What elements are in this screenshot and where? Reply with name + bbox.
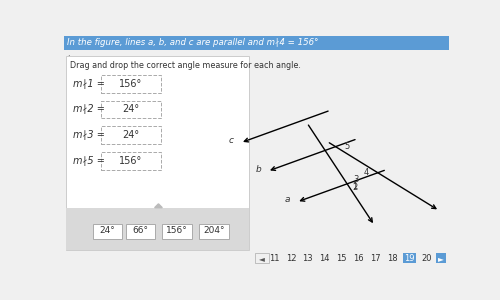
FancyBboxPatch shape bbox=[100, 75, 161, 93]
Polygon shape bbox=[154, 204, 162, 208]
Text: m∤5 =: m∤5 = bbox=[73, 156, 105, 166]
FancyBboxPatch shape bbox=[100, 101, 161, 119]
Text: .: . bbox=[67, 49, 70, 58]
FancyBboxPatch shape bbox=[64, 36, 449, 50]
FancyBboxPatch shape bbox=[66, 208, 250, 250]
FancyBboxPatch shape bbox=[254, 253, 268, 263]
Text: 13: 13 bbox=[302, 254, 313, 262]
Text: 156°: 156° bbox=[119, 79, 142, 89]
Text: 15: 15 bbox=[336, 254, 347, 262]
Text: 156°: 156° bbox=[119, 156, 142, 166]
Text: ◄: ◄ bbox=[258, 254, 264, 262]
FancyBboxPatch shape bbox=[126, 224, 156, 239]
FancyBboxPatch shape bbox=[436, 253, 446, 263]
Text: a: a bbox=[285, 195, 290, 204]
Text: 12: 12 bbox=[286, 254, 296, 262]
Text: Drag and drop the correct angle measure for each angle.: Drag and drop the correct angle measure … bbox=[70, 61, 301, 70]
Text: 156°: 156° bbox=[166, 226, 188, 235]
Text: 14: 14 bbox=[320, 254, 330, 262]
FancyBboxPatch shape bbox=[100, 152, 161, 170]
Text: 18: 18 bbox=[387, 254, 398, 262]
Text: 2: 2 bbox=[353, 183, 358, 192]
Text: m∤1 =: m∤1 = bbox=[73, 79, 105, 89]
Text: 24°: 24° bbox=[122, 104, 140, 114]
Text: 16: 16 bbox=[354, 254, 364, 262]
Text: In the figure, lines a, b, and c are parallel and m∤4 = 156°: In the figure, lines a, b, and c are par… bbox=[67, 38, 318, 47]
Text: c: c bbox=[229, 136, 234, 145]
Text: 5: 5 bbox=[344, 142, 350, 151]
FancyBboxPatch shape bbox=[66, 56, 250, 250]
Text: 11: 11 bbox=[268, 254, 279, 262]
FancyBboxPatch shape bbox=[93, 224, 122, 239]
Text: 1: 1 bbox=[352, 182, 358, 191]
Text: 24°: 24° bbox=[122, 130, 140, 140]
Text: 17: 17 bbox=[370, 254, 381, 262]
Text: 204°: 204° bbox=[203, 226, 224, 235]
Text: 66°: 66° bbox=[133, 226, 149, 235]
Text: 20: 20 bbox=[421, 254, 432, 262]
FancyBboxPatch shape bbox=[200, 224, 228, 239]
Text: 3: 3 bbox=[354, 176, 359, 184]
Text: 19: 19 bbox=[404, 254, 414, 262]
Text: 4: 4 bbox=[364, 168, 369, 177]
Text: b: b bbox=[256, 165, 261, 174]
Text: 24°: 24° bbox=[100, 226, 116, 235]
Text: m∤2 =: m∤2 = bbox=[73, 104, 105, 114]
FancyBboxPatch shape bbox=[162, 224, 192, 239]
FancyBboxPatch shape bbox=[100, 126, 161, 144]
Text: ►: ► bbox=[438, 254, 444, 262]
Text: m∤3 =: m∤3 = bbox=[73, 130, 105, 140]
FancyBboxPatch shape bbox=[402, 253, 416, 263]
